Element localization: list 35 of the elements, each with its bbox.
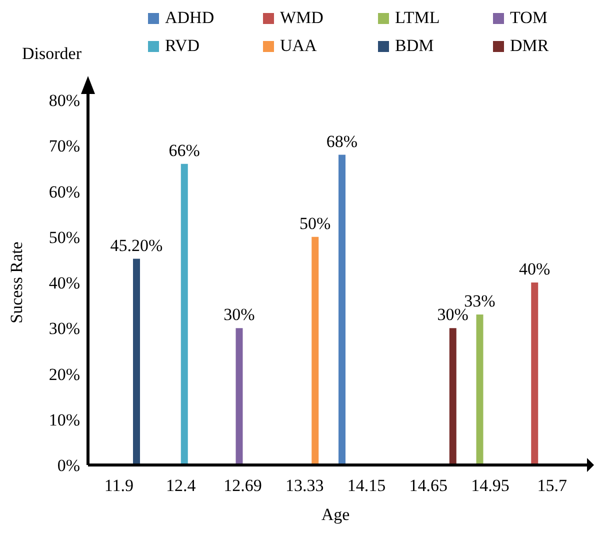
legend-title: Disorder bbox=[22, 44, 82, 64]
legend-label: RVD bbox=[165, 36, 200, 56]
legend-label: LTML bbox=[395, 8, 440, 28]
legend-label: TOM bbox=[510, 8, 548, 28]
y-tick-label: 0% bbox=[57, 456, 80, 476]
data-label: 68% bbox=[326, 132, 358, 151]
x-tick-label: 12.69 bbox=[224, 476, 262, 496]
legend-label: BDM bbox=[395, 36, 434, 56]
legend-label: WMD bbox=[280, 8, 324, 28]
x-tick-label: 14.95 bbox=[471, 476, 510, 496]
x-tick-label: 14.65 bbox=[409, 476, 448, 496]
data-label: 40% bbox=[519, 260, 550, 278]
y-tick-label: 80% bbox=[48, 91, 80, 110]
y-tick-label: 40% bbox=[48, 274, 80, 293]
y-tick-label: 60% bbox=[48, 182, 80, 202]
y-tick-label: 70% bbox=[48, 136, 80, 156]
data-label: 50% bbox=[300, 214, 331, 233]
x-tick-label: 15.7 bbox=[537, 476, 568, 496]
y-tick-label: 20% bbox=[48, 364, 80, 384]
legend-label: UAA bbox=[280, 36, 317, 56]
y-tick-label: 10% bbox=[48, 410, 80, 430]
y-tick-label: 30% bbox=[48, 319, 80, 338]
data-label: 33% bbox=[464, 291, 496, 310]
x-tick-label: 14.15 bbox=[347, 476, 386, 496]
x-tick-label: 12.4 bbox=[166, 476, 196, 496]
data-label: 45.20% bbox=[110, 236, 163, 255]
y-axis-title: Sucess Rate bbox=[7, 242, 26, 324]
data-label: 30% bbox=[224, 305, 255, 324]
legend-label: ADHD bbox=[165, 8, 214, 28]
x-axis-title: Age bbox=[321, 505, 350, 524]
data-label: 66% bbox=[168, 140, 200, 160]
x-tick-label: 13.33 bbox=[285, 476, 324, 496]
legend-label: DMR bbox=[510, 36, 549, 56]
x-tick-label: 11.9 bbox=[104, 476, 134, 496]
y-tick-label: 50% bbox=[48, 228, 80, 247]
